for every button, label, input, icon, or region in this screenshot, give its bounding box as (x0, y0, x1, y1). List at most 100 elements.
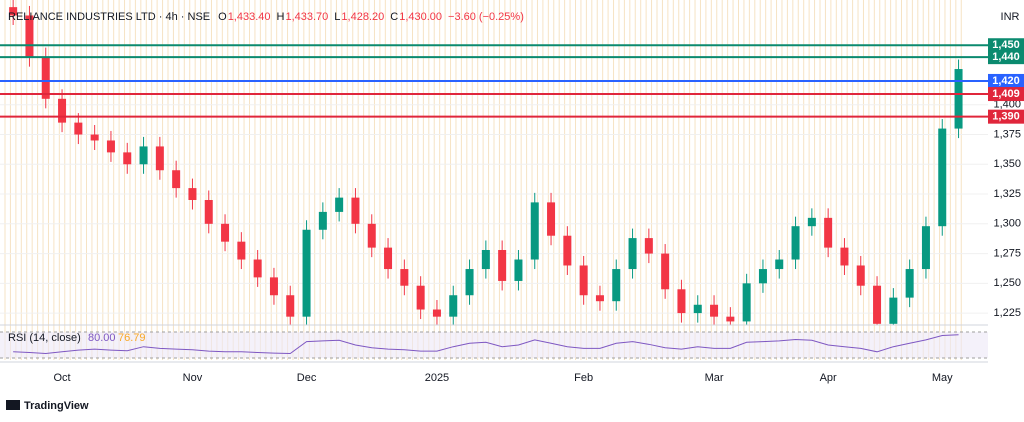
level-label: 1,450 (992, 39, 1020, 51)
candle-body (938, 128, 947, 227)
y-tick-label: 1,250 (993, 277, 1021, 289)
ohlc-value: 1,428.20 (341, 11, 384, 23)
rsi-title: RSI (14, close) (8, 332, 81, 344)
x-tick-label: Mar (705, 372, 724, 384)
candle-body (237, 241, 246, 260)
candle-body (710, 304, 719, 317)
level-tag (988, 87, 1024, 102)
candle-body (807, 217, 816, 227)
candle-body (400, 269, 409, 286)
candle-body (726, 316, 735, 322)
level-tag (988, 50, 1024, 65)
level-tag (988, 109, 1024, 124)
candle-body (269, 277, 278, 296)
candle-body (824, 217, 833, 248)
candle-body (498, 250, 507, 281)
candle-body (139, 146, 148, 165)
candle-body (514, 259, 523, 281)
level-label: 1,409 (992, 88, 1020, 100)
candle-body (384, 247, 393, 270)
candle-body (172, 170, 181, 189)
candle-body (693, 304, 702, 314)
candle-body (253, 259, 262, 278)
candle-body (530, 202, 539, 260)
candle-body (155, 146, 164, 171)
candle-body (286, 295, 295, 317)
level-label: 1,420 (992, 75, 1020, 87)
ohlc-value: 1,433.40 (228, 11, 271, 23)
rsi-value: 80.00 (88, 332, 116, 344)
level-label: 1,390 (992, 111, 1020, 123)
level-label: 1,440 (992, 51, 1020, 63)
logo-icon (6, 400, 20, 410)
candle-body (41, 57, 50, 99)
x-tick-label: Nov (183, 372, 203, 384)
y-tick-label: 1,325 (993, 188, 1021, 200)
candle-body (661, 253, 670, 290)
x-tick-label: May (932, 372, 953, 384)
candle-body (742, 283, 751, 322)
ohlc-value: 1,430.00 (399, 11, 442, 23)
candle-body (791, 226, 800, 260)
candle-body (106, 140, 115, 153)
candle-body (335, 197, 344, 212)
candle-body (628, 238, 637, 270)
ohlc-key: O (218, 11, 227, 23)
ohlc-key: H (277, 11, 285, 23)
x-tick-label: 2025 (425, 372, 449, 384)
candle-body (204, 200, 213, 224)
level-tag (988, 38, 1024, 53)
y-tick-label: 1,300 (993, 218, 1021, 230)
currency: INR (1001, 11, 1020, 23)
candle-body (905, 269, 914, 298)
y-tick-label: 1,375 (993, 128, 1021, 140)
candle-body (302, 229, 311, 317)
candle-body (579, 265, 588, 296)
change: −3.60 (−0.25%) (448, 11, 524, 23)
ohlc-key: L (334, 11, 340, 23)
candle-body (677, 289, 686, 314)
candle-body (318, 211, 327, 230)
x-tick-label: Feb (574, 372, 593, 384)
y-tick-label: 1,350 (993, 158, 1021, 170)
x-tick-label: Oct (53, 372, 70, 384)
candle-body (188, 188, 197, 200)
plot-area (9, 0, 963, 325)
brand: TradingView (24, 400, 89, 412)
grid (0, 0, 988, 360)
rsi-line (13, 334, 959, 355)
x-tick-label: Dec (297, 372, 317, 384)
candle-body (465, 269, 474, 296)
candle-body (856, 265, 865, 286)
candle-body (563, 235, 572, 266)
candle-body (9, 7, 18, 16)
candle-body (889, 297, 898, 324)
candle-body (25, 15, 34, 58)
candle-body (644, 238, 653, 254)
y-tick-label: 1,225 (993, 307, 1021, 319)
ohlc-value: 1,433.70 (285, 11, 328, 23)
rsi-signal: 76.79 (118, 332, 146, 344)
candle-body (90, 134, 99, 141)
ohlc-key: C (390, 11, 398, 23)
candle-body (840, 247, 849, 266)
candle-body (758, 269, 767, 284)
candle-body (58, 98, 67, 123)
x-tick-label: Apr (820, 372, 837, 384)
candle-body (221, 223, 230, 242)
candle-body (481, 250, 490, 270)
candle-body (449, 295, 458, 317)
candle-body (367, 223, 376, 248)
candle-body (123, 152, 132, 165)
candle-body (775, 259, 784, 270)
candle-body (873, 285, 882, 324)
candle-body (416, 285, 425, 310)
candle-body (921, 226, 930, 270)
candle-body (595, 295, 604, 302)
candle-body (351, 197, 360, 224)
candle-body (432, 309, 441, 317)
candle-body (74, 122, 83, 135)
level-tag (988, 73, 1024, 88)
